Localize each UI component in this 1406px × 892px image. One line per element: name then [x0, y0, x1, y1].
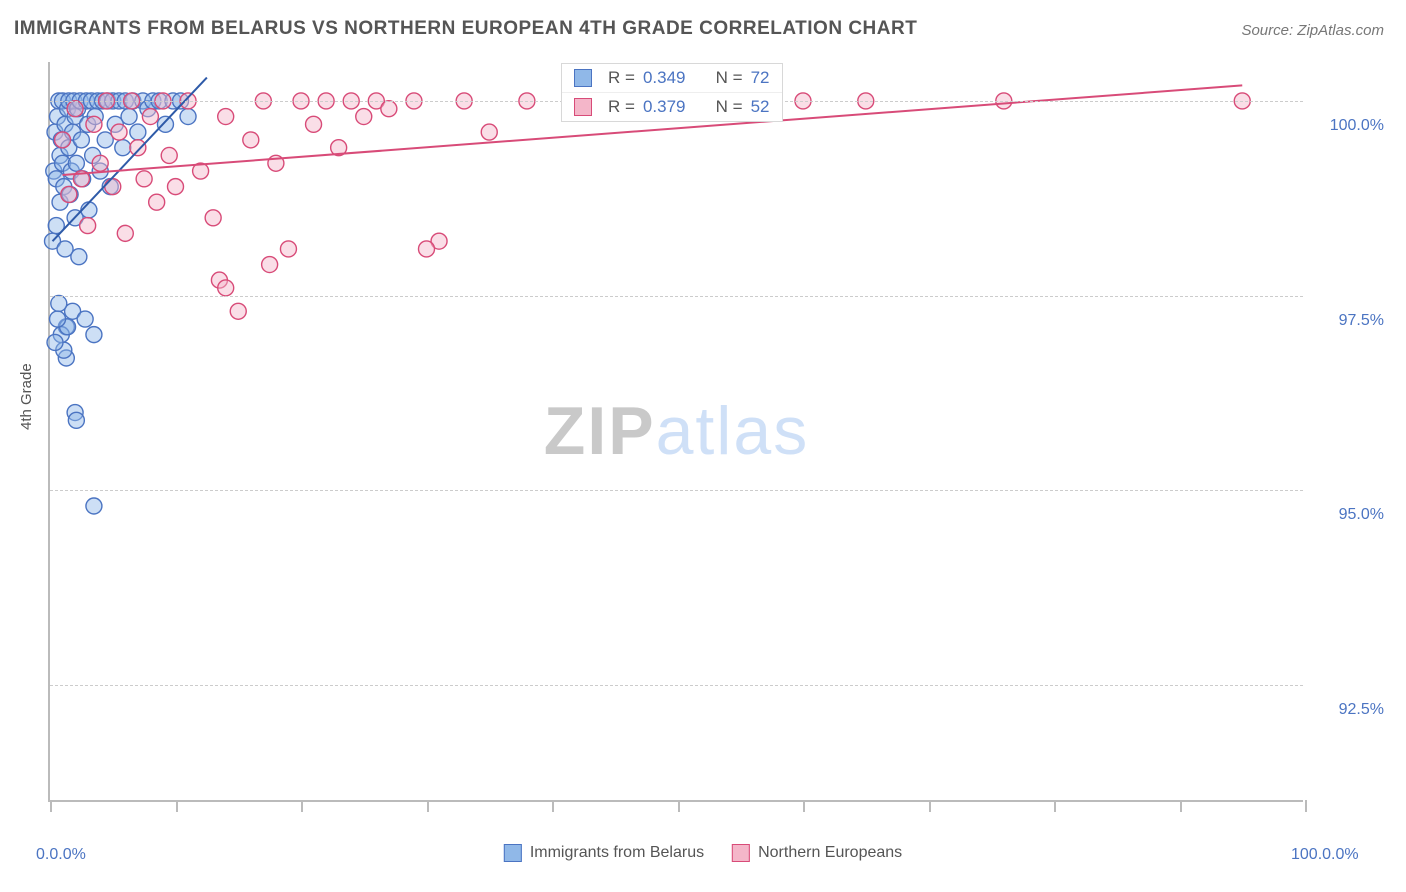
y-tick-label: 95.0% — [1339, 506, 1384, 524]
data-point-northern_european — [356, 109, 372, 125]
n-label: N = — [716, 97, 743, 117]
data-point-northern_european — [218, 109, 234, 125]
n-label: N = — [716, 68, 743, 88]
stats-legend-box: R = 0.349 N = 72R = 0.379 N = 52 — [561, 63, 783, 122]
y-axis-label: 4th Grade — [18, 363, 35, 430]
x-tick — [427, 800, 429, 812]
data-point-northern_european — [481, 124, 497, 140]
data-point-belarus — [71, 249, 87, 265]
x-tick — [176, 800, 178, 812]
data-point-northern_european — [381, 101, 397, 117]
data-point-belarus — [81, 202, 97, 218]
r-label: R = — [608, 97, 635, 117]
x-tick — [301, 800, 303, 812]
x-tick-label: 100.0.0% — [1291, 846, 1359, 864]
r-label: R = — [608, 68, 635, 88]
data-point-belarus — [73, 132, 89, 148]
n-value: 52 — [751, 97, 770, 117]
legend-label: Immigrants from Belarus — [530, 844, 704, 861]
data-point-belarus — [77, 311, 93, 327]
data-point-belarus — [68, 155, 84, 171]
data-point-northern_european — [130, 140, 146, 156]
data-point-northern_european — [243, 132, 259, 148]
data-point-belarus — [121, 109, 137, 125]
data-point-northern_european — [136, 171, 152, 187]
gridline-h — [50, 296, 1303, 297]
y-tick-label: 100.0% — [1330, 117, 1384, 135]
data-point-northern_european — [142, 109, 158, 125]
x-tick — [1054, 800, 1056, 812]
x-tick — [678, 800, 680, 812]
data-point-northern_european — [149, 194, 165, 210]
y-tick-label: 92.5% — [1339, 701, 1384, 719]
data-point-northern_european — [80, 218, 96, 234]
x-tick — [929, 800, 931, 812]
data-point-belarus — [157, 116, 173, 132]
source-citation: Source: ZipAtlas.com — [1241, 22, 1384, 39]
data-point-northern_european — [280, 241, 296, 257]
data-point-northern_european — [105, 179, 121, 195]
chart-title: IMMIGRANTS FROM BELARUS VS NORTHERN EURO… — [14, 18, 917, 40]
data-point-belarus — [47, 334, 63, 350]
chart-svg — [50, 62, 1303, 800]
swatch-belarus — [574, 69, 592, 87]
x-tick-label: 0.0.0% — [36, 846, 86, 864]
legend-label: Northern Europeans — [758, 844, 902, 861]
n-value: 72 — [751, 68, 770, 88]
data-point-northern_european — [262, 257, 278, 273]
data-point-northern_european — [61, 186, 77, 202]
data-point-northern_european — [117, 225, 133, 241]
stats-row-northern_european: R = 0.379 N = 52 — [562, 92, 782, 121]
legend-item-belarus: Immigrants from Belarus — [504, 844, 704, 862]
swatch-northern_european — [732, 844, 750, 862]
gridline-h — [50, 685, 1303, 686]
data-point-northern_european — [92, 155, 108, 171]
data-point-belarus — [68, 412, 84, 428]
r-value: 0.349 — [643, 68, 686, 88]
data-point-belarus — [50, 311, 66, 327]
plot-area: ZIPatlas — [48, 62, 1303, 802]
data-point-northern_european — [168, 179, 184, 195]
legend-item-northern_european: Northern Europeans — [732, 844, 902, 862]
data-point-northern_european — [205, 210, 221, 226]
x-tick — [50, 800, 52, 812]
data-point-northern_european — [306, 116, 322, 132]
gridline-h — [50, 490, 1303, 491]
x-tick — [1305, 800, 1307, 812]
stats-row-belarus: R = 0.349 N = 72 — [562, 64, 782, 92]
x-tick — [1180, 800, 1182, 812]
x-tick — [803, 800, 805, 812]
data-point-northern_european — [55, 132, 71, 148]
data-point-northern_european — [161, 147, 177, 163]
data-point-belarus — [86, 498, 102, 514]
swatch-belarus — [504, 844, 522, 862]
swatch-northern_european — [574, 98, 592, 116]
data-point-northern_european — [67, 101, 83, 117]
x-tick — [552, 800, 554, 812]
data-point-belarus — [86, 327, 102, 343]
bottom-legend: Immigrants from Belarus Northern European… — [504, 844, 902, 862]
r-value: 0.379 — [643, 97, 686, 117]
data-point-northern_european — [419, 241, 435, 257]
y-tick-label: 97.5% — [1339, 312, 1384, 330]
data-point-northern_european — [111, 124, 127, 140]
data-point-northern_european — [230, 303, 246, 319]
data-point-northern_european — [218, 280, 234, 296]
data-point-belarus — [130, 124, 146, 140]
data-point-belarus — [115, 140, 131, 156]
data-point-northern_european — [86, 116, 102, 132]
data-point-belarus — [180, 109, 196, 125]
data-point-belarus — [51, 295, 67, 311]
